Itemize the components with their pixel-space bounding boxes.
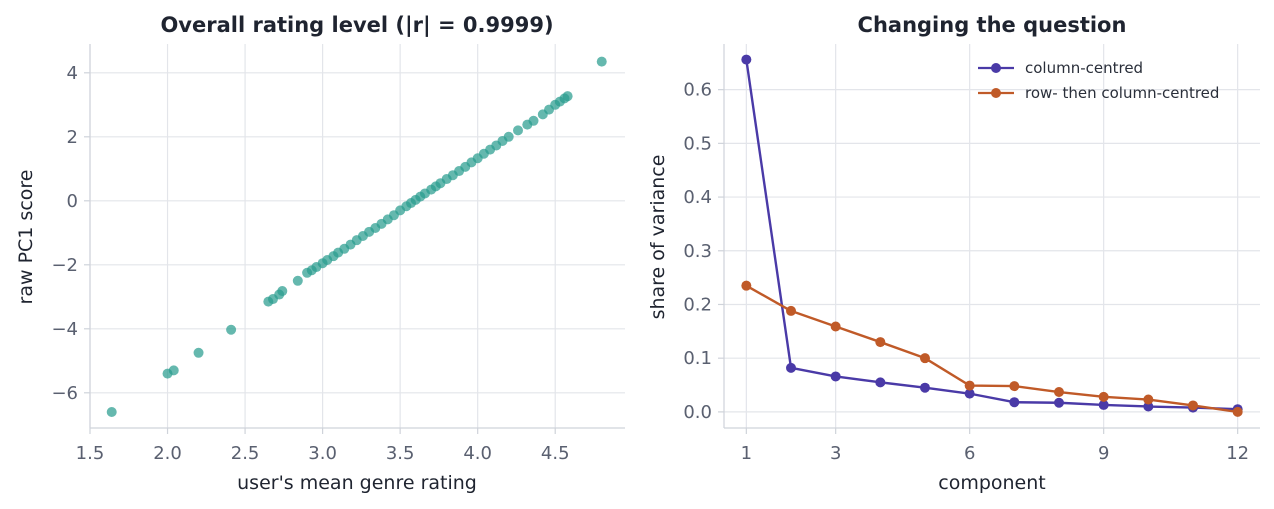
line-y-tick-label: 0.0 [683,402,712,423]
scatter-x-label: user's mean genre rating [237,472,477,494]
scatter-y-ticks: 4 2 0 −2 −4 −6 [51,63,90,404]
series-point-column-centred [1098,399,1109,410]
scatter-x-tick-label: 3.5 [386,443,415,464]
scatter-gridlines [89,44,625,428]
line-y-tick-label: 0.3 [683,241,712,262]
scatter-y-tick-label: 4 [67,63,78,84]
scatter-point [193,347,204,358]
scatter-x-tick-label: 4.0 [463,443,492,464]
line-x-ticks: 1 3 6 9 12 [741,428,1249,464]
scatter-point [277,286,288,297]
line-gridlines [724,44,1260,428]
scatter-x-tick-label: 2.5 [231,443,260,464]
scatter-y-tick-label: −2 [51,255,78,276]
scatter-title: Overall rating level (|r| = 0.9999) [160,13,553,38]
line-x-tick-label: 12 [1226,443,1249,464]
scatter-y-label: raw PC1 score [15,170,37,305]
line-y-tick-label: 0.5 [683,133,712,154]
line-x-tick-label: 3 [830,443,841,464]
series-point-row-then-column-centred [1098,391,1109,402]
scatter-y-tick-label: −6 [51,383,78,404]
scatter-point [168,365,179,376]
scatter-y-tick-label: 0 [67,191,78,212]
scatter-x-tick-label: 4.5 [541,443,570,464]
line-title: Changing the question [858,13,1127,37]
line-x-tick-label: 1 [741,443,752,464]
legend-marker-column-centred [991,63,1001,73]
series-point-row-then-column-centred [1143,394,1154,405]
series-point-row-then-column-centred [1009,381,1020,392]
scatter-point [106,407,117,417]
series-point-row-then-column-centred [830,321,841,332]
line-y-tick-label: 0.1 [683,348,712,369]
scatter-point [528,115,539,126]
line-y-ticks: 0.0 0.1 0.2 0.3 0.4 0.5 0.6 [683,80,724,423]
scatter-point [292,275,303,286]
series-point-row-then-column-centred [786,305,796,316]
line-y-tick-label: 0.6 [683,80,712,101]
scatter-points [106,56,607,417]
scatter-panel: Overall rating level (|r| = 0.9999) 1.5 2… [15,13,625,494]
series-line-column-centred [745,59,1238,411]
series-point-column-centred [875,377,886,388]
series-point-column-centred [1054,397,1064,408]
series-point-column-centred [741,54,752,65]
scatter-x-tick-label: 3.0 [308,443,337,464]
line-x-label: component [938,472,1046,494]
scatter-axes [89,44,625,429]
line-x-tick-label: 9 [1098,443,1109,464]
series-point-column-centred [830,371,841,382]
series-point-row-then-column-centred [964,380,975,391]
scatter-point [596,56,607,67]
series-point-row-then-column-centred [875,337,886,348]
legend-marker-row-then-column-centred [991,88,1001,98]
scatter-point [503,131,514,142]
legend: column-centred row- then column-centred [978,59,1219,102]
scatter-point [226,324,237,335]
line-series [741,54,1243,417]
series-point-row-then-column-centred [1188,400,1198,411]
series-point-column-centred [964,388,975,399]
line-y-label: share of variance [647,155,669,320]
series-point-row-then-column-centred [1232,406,1243,417]
scatter-point [562,91,573,102]
legend-label-row-then-column-centred: row- then column-centred [1025,84,1219,102]
series-point-row-then-column-centred [1054,387,1064,398]
line-panel: Changing the question 1 3 6 9 12 0.00.10.20.… [647,13,1260,494]
series-point-column-centred [786,362,796,373]
scatter-x-tick-label: 2.0 [153,443,182,464]
series-point-column-centred [1143,401,1154,412]
legend-label-column-centred: column-centred [1025,59,1143,77]
series-point-column-centred [920,382,930,393]
scatter-x-ticks: 1.5 2.0 2.5 3.0 3.5 4.0 4.5 [76,428,570,464]
scatter-y-tick-label: 2 [67,127,78,148]
series-point-row-then-column-centred [741,280,752,291]
line-x-tick-label: 6 [964,443,975,464]
line-axes [723,44,1260,429]
scatter-x-tick-label: 1.5 [76,443,105,464]
series-line-row-then-column-centred [745,284,1238,414]
scatter-y-tick-label: −4 [51,319,78,340]
series-point-column-centred [1009,397,1020,408]
scatter-point [513,125,523,136]
series-point-row-then-column-centred [920,353,930,364]
line-y-tick-label: 0.2 [683,294,712,315]
line-y-tick-label: 0.4 [683,187,712,208]
